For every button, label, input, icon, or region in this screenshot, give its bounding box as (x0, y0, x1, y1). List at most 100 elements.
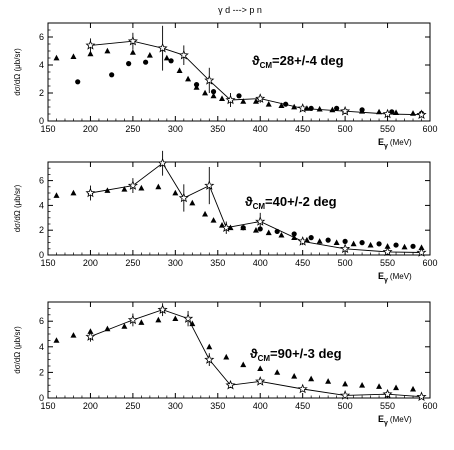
x-tick-label: 600 (422, 401, 437, 411)
data-point-triangle (278, 102, 285, 108)
data-point-triangle (146, 52, 153, 58)
data-point-star (255, 216, 266, 226)
data-point-circle (393, 242, 399, 248)
data-point-triangle (172, 315, 179, 322)
angle-annotation-value: =28+/-4 deg (272, 53, 344, 68)
data-point-triangle (418, 244, 425, 250)
data-point-circle (291, 231, 297, 237)
y-axis-label: dσ/dΩ (μb/sr) (13, 48, 22, 96)
data-point-star (297, 236, 308, 246)
data-point-star (85, 187, 96, 198)
data-point-triangle (410, 385, 417, 392)
x-tick-label: 150 (40, 124, 55, 134)
angle-annotation: ϑCM=90+/-3 deg (250, 346, 342, 363)
data-point-triangle (206, 343, 213, 350)
y-axis-label: dσ/dΩ (μb/sr) (13, 326, 22, 374)
x-axis-label-unit: (MeV) (390, 415, 412, 424)
data-point-circle (193, 82, 200, 88)
data-point-triangle (155, 183, 162, 190)
x-tick-label: 450 (295, 258, 310, 268)
data-point-circle (236, 93, 242, 99)
data-point-star (416, 247, 427, 257)
data-point-triangle (265, 101, 272, 107)
y-tick-label: 0 (39, 250, 44, 260)
data-point-circle (240, 225, 246, 231)
chart-panel-2: 150 200 250 300 350 400 450 500 550 600 0 2 4 6 dσ/dΩ … (13, 150, 438, 284)
data-point-star (178, 192, 189, 203)
data-point-triangle (210, 217, 217, 223)
x-tick-label: 200 (83, 258, 98, 268)
y-tick-label: 0 (39, 116, 44, 126)
data-point-star (340, 105, 351, 116)
y-tick-label: 6 (39, 176, 44, 186)
data-point-triangle (185, 75, 192, 82)
plot-frame (47, 161, 431, 256)
data-point-star (85, 331, 96, 341)
data-point-triangle (138, 319, 145, 325)
data-point-triangle (189, 199, 196, 206)
chart-panel-3: 150 200 250 300 350 400 450 500 550 600 0 2 4 6 dσ/dΩ … (13, 301, 438, 427)
x-tick-label: 300 (168, 258, 183, 268)
data-point-circle (143, 59, 149, 65)
angle-annotation-subscript: CM (253, 202, 266, 211)
data-point-triangle (53, 337, 60, 343)
data-point-circle (126, 61, 132, 67)
data-point-triangle (138, 184, 145, 191)
data-point-circle (109, 72, 115, 78)
x-tick-label: 350 (210, 401, 225, 411)
data-point-triangle (303, 105, 310, 111)
data-point-star (416, 109, 427, 120)
data-point-star (183, 313, 194, 323)
plot-frame (47, 22, 431, 122)
y-tick-label: 4 (39, 200, 44, 210)
data-point-circle (308, 105, 314, 111)
angle-annotation-value: =40+/-2 deg (265, 194, 337, 209)
data-point-triangle (384, 243, 391, 249)
data-point-triangle (240, 361, 247, 368)
data-point-star (204, 180, 215, 190)
data-point-star (340, 390, 351, 400)
y-tick-label: 4 (39, 60, 44, 70)
x-axis-label-subscript: γ (384, 420, 388, 427)
x-tick-label: 500 (338, 124, 353, 134)
angle-annotation-value: =90+/-3 deg (270, 346, 342, 361)
data-point-circle (308, 235, 314, 241)
data-point-circle (359, 240, 365, 246)
data-point-triangle (70, 189, 77, 196)
data-point-triangle (121, 323, 128, 329)
x-tick-label: 150 (40, 258, 55, 268)
x-tick-label: 600 (422, 258, 437, 268)
data-point-triangle (87, 50, 94, 57)
data-point-triangle (350, 240, 357, 247)
data-point-circle (168, 58, 174, 64)
data-point-star (225, 379, 236, 390)
data-point-triangle (359, 382, 366, 388)
data-point-triangle (163, 54, 170, 61)
data-point-triangle (401, 243, 408, 250)
data-point-triangle (87, 328, 94, 334)
data-point-triangle (393, 384, 400, 391)
data-point-triangle (121, 186, 128, 192)
angle-annotation-subscript: CM (260, 61, 273, 70)
data-point-triangle (53, 192, 60, 198)
data-point-triangle (278, 231, 285, 238)
x-tick-label: 250 (125, 124, 140, 134)
data-point-triangle (104, 325, 111, 332)
data-point-circle (376, 241, 382, 247)
data-point-star (157, 157, 168, 168)
y-tick-label: 2 (39, 88, 44, 98)
data-point-star (178, 49, 189, 60)
data-point-triangle (325, 378, 332, 384)
data-point-triangle (393, 109, 400, 115)
data-point-star (297, 103, 308, 113)
y-tick-label: 6 (39, 316, 44, 326)
data-point-triangle (202, 210, 209, 217)
x-tick-label: 400 (253, 401, 268, 411)
data-point-circle (325, 237, 331, 243)
x-tick-label: 400 (253, 258, 268, 268)
angle-annotation: ϑCM=40+/-2 deg (245, 194, 337, 211)
data-point-circle (359, 107, 365, 113)
x-tick-label: 350 (210, 258, 225, 268)
data-point-triangle (274, 369, 281, 375)
